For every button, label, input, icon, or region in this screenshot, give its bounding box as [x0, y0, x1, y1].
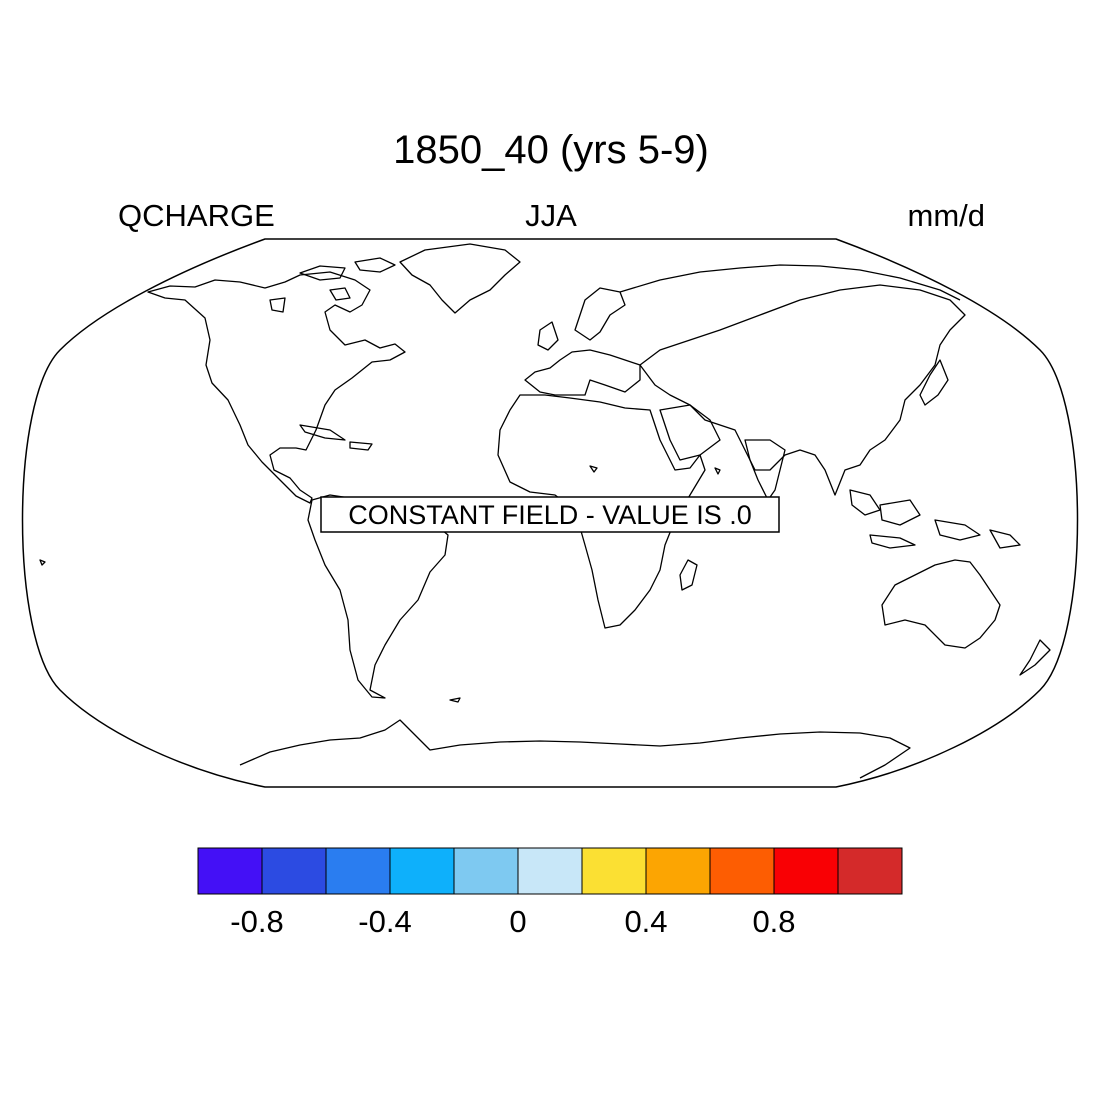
colorbar-swatch	[645, 847, 711, 895]
variable-label: QCHARGE	[118, 198, 275, 233]
australia-coast	[881, 559, 1001, 649]
colorbar-swatch	[325, 847, 391, 895]
colorbar-swatch	[709, 847, 775, 895]
europe-coast	[524, 349, 641, 396]
colorbar-swatch	[453, 847, 519, 895]
constant-field-message: CONSTANT FIELD - VALUE IS .0	[320, 496, 780, 533]
colorbar-swatch	[517, 847, 583, 895]
colorbar-tick-label: 0.8	[752, 904, 795, 939]
colorbar-swatch	[261, 847, 327, 895]
colorbar-tick-label: -0.4	[358, 904, 411, 939]
colorbar-tick-label: -0.8	[230, 904, 283, 939]
greenland-coast	[399, 243, 521, 314]
colorbar-tick-label: 0	[509, 904, 526, 939]
africa-coast	[497, 394, 706, 629]
plot-title: 1850_40 (yrs 5-9)	[393, 128, 709, 172]
message-text: CONSTANT FIELD - VALUE IS .0	[348, 500, 752, 530]
colorbar-tick-label: 0.4	[624, 904, 667, 939]
colorbar-swatch	[773, 847, 839, 895]
units-label: mm/d	[907, 198, 986, 233]
antarctica-coast	[239, 719, 911, 779]
colorbar-swatch	[837, 847, 903, 895]
colorbar-swatch	[581, 847, 647, 895]
colorbar-swatch	[197, 847, 263, 895]
north-america-coast	[147, 271, 406, 504]
season-label: JJA	[525, 198, 577, 233]
asia-coast	[639, 284, 966, 496]
colorbar-swatch	[389, 847, 455, 895]
colorbar: -0.8 -0.4 0 0.4 0.8	[197, 847, 903, 939]
